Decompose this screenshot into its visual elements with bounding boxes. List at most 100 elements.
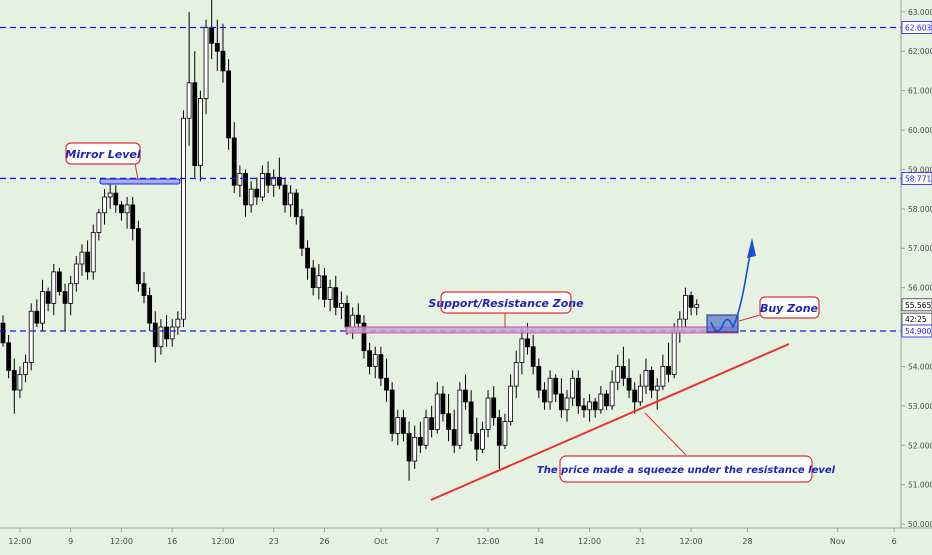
candle [632, 382, 638, 414]
candle [237, 165, 243, 198]
candle [158, 319, 164, 355]
candle [73, 256, 79, 292]
candle [119, 200, 124, 221]
candle [57, 267, 62, 296]
projection-arrow-path [710, 242, 753, 332]
candle [79, 244, 85, 276]
mirror-level-band [99, 178, 181, 185]
candle [90, 224, 96, 280]
candle [28, 303, 34, 371]
axis-price-tag: 42:25 [901, 312, 932, 326]
svg-text:42:25: 42:25 [905, 315, 927, 324]
candle [164, 315, 169, 347]
candle [248, 181, 254, 213]
candle [666, 342, 671, 383]
candle [479, 421, 485, 454]
candle [598, 386, 604, 414]
candle [547, 370, 553, 410]
candle [338, 291, 344, 320]
sr-zone-band [345, 326, 739, 334]
y-tick-label: 58.000 [908, 205, 932, 214]
candle [147, 287, 153, 331]
svg-text:58.771: 58.771 [905, 174, 931, 183]
svg-text:62.603: 62.603 [905, 23, 931, 32]
candle [265, 161, 271, 194]
candle [463, 374, 468, 410]
candle [654, 378, 660, 410]
candle [130, 197, 136, 241]
y-tick-label: 51.000 [908, 481, 932, 490]
x-tick-label: 28 [742, 537, 752, 546]
x-tick-label: 21 [635, 537, 645, 546]
candle [384, 358, 389, 402]
candle [558, 378, 564, 418]
candle [203, 19, 209, 115]
candle [423, 409, 429, 450]
candle [372, 346, 378, 379]
x-tick-label: 7 [435, 537, 440, 546]
candle [417, 421, 423, 454]
candle [542, 382, 547, 410]
svg-text:55.565: 55.565 [905, 301, 931, 310]
price-labels: 62.603 58.771 55.565 42:25 54.900 [901, 21, 932, 338]
candle [440, 386, 446, 422]
mirror-level-label: Mirror Level [65, 148, 140, 161]
x-tick-label: Nov [830, 537, 846, 546]
buy-zone-callout[interactable]: Buy Zone [759, 296, 820, 319]
axis-price-tag: 54.900 [901, 324, 932, 338]
buy-zone-pointer [738, 314, 761, 322]
candle [485, 390, 491, 438]
candle [401, 409, 406, 442]
candle [271, 169, 277, 198]
candle [299, 208, 305, 257]
y-tick-label: 63.000 [908, 8, 932, 17]
candle [11, 358, 17, 414]
candle [214, 19, 220, 71]
candle [457, 382, 463, 450]
candle [389, 382, 395, 442]
candle [197, 90, 203, 182]
candle [508, 374, 514, 426]
y-tick-label: 61.000 [908, 87, 932, 96]
candle [288, 185, 294, 217]
x-tick-label: 6 [892, 537, 897, 546]
candle [660, 354, 666, 391]
candle [181, 110, 186, 328]
candle [141, 271, 147, 304]
time-axis[interactable]: 12:00 9 12:00 16 12:00 23 26 Oct 7 12:00 14 12:00 21… [8, 528, 897, 546]
x-tick-label: 12:00 [578, 537, 601, 546]
candle [451, 409, 457, 454]
squeeze-callout[interactable]: The price made a squeeze under the resis… [537, 455, 836, 483]
mirror-level-callout[interactable]: Mirror Level [65, 142, 141, 165]
candle [231, 122, 237, 194]
candle [175, 311, 181, 335]
y-tick-label: 54.000 [908, 362, 932, 371]
candle [406, 421, 412, 481]
candle [474, 417, 480, 462]
candle [34, 299, 40, 328]
x-tick-label: 9 [68, 537, 73, 546]
candle [355, 303, 361, 331]
candle [609, 370, 615, 410]
candle [553, 374, 559, 402]
projection-arrow-icon [747, 238, 756, 258]
candle [102, 189, 107, 225]
x-tick-label: 12:00 [680, 537, 703, 546]
candle [412, 425, 418, 469]
candle [85, 240, 90, 280]
y-tick-label: 56.000 [908, 284, 932, 293]
candle [649, 366, 654, 398]
y-tick-label: 62.000 [908, 47, 932, 56]
x-tick-label: 12:00 [8, 537, 31, 546]
x-tick-label: 26 [319, 537, 329, 546]
candle [621, 346, 626, 387]
candle [260, 165, 265, 201]
candle [107, 181, 113, 209]
candle [276, 157, 282, 190]
sr-zone-callout[interactable]: Support/Resistance Zone [428, 291, 584, 314]
svg-text:54.900: 54.900 [905, 327, 931, 336]
candle [316, 264, 322, 300]
candle [395, 409, 401, 446]
candle [683, 287, 688, 328]
